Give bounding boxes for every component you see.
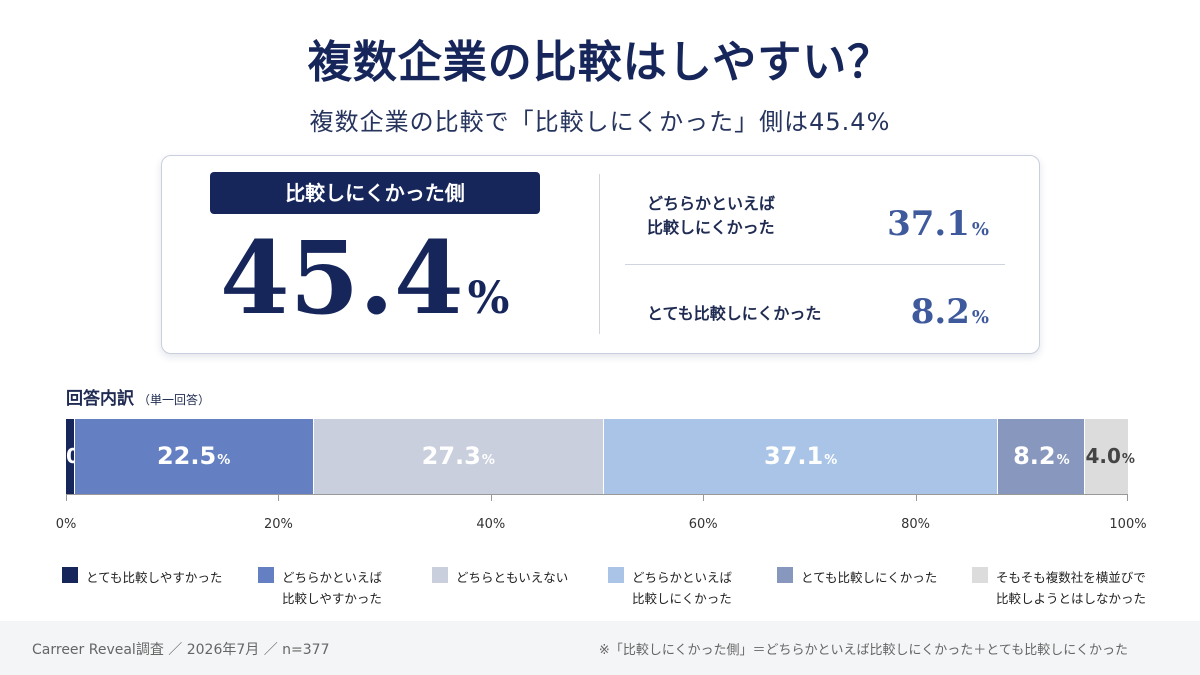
- legend-label-6-line2: 比較しようとはしなかった: [996, 591, 1147, 606]
- bar-segment-4-value: 37.1: [763, 442, 824, 470]
- summary-card: 比較しにくかった側 45.4% どちらかといえば 比較しにくかった 37.1% …: [161, 155, 1040, 354]
- breakdown-section-label: 回答内訳 （単一回答）: [66, 384, 210, 409]
- legend-label-3: どちらともいえない: [456, 567, 568, 588]
- x-tick-label-2: 20%: [263, 517, 293, 532]
- x-tick-5: [915, 494, 917, 501]
- legend-label-3-line1: どちらともいえない: [456, 570, 569, 585]
- x-tick-label-1: 0%: [55, 517, 77, 532]
- bar-segment-3: 27.3%: [313, 419, 604, 494]
- breakdown-label-1-line1: どちらかといえば: [647, 194, 776, 213]
- breakdown-value-2-number: 8.2: [910, 292, 970, 332]
- x-tick-1: [66, 494, 67, 501]
- legend-swatch-4: [608, 567, 624, 583]
- page-subtitle: 複数企業の比較で「比較しにくかった」側は45.4%: [309, 108, 891, 136]
- breakdown-value-1-percent: %: [971, 219, 989, 240]
- legend-label-1-line1: とても比較しやすかった: [86, 570, 223, 585]
- x-tick-label-5: 80%: [901, 517, 931, 532]
- legend-swatch-5: [777, 567, 793, 583]
- x-tick-label-6: 100%: [1109, 517, 1147, 532]
- x-tick-label-3: 40%: [476, 517, 506, 532]
- footnote-text: ※「比較しにくかった側」＝どちらかといえば比較しにくかった＋とても比較しにくかっ…: [598, 643, 1128, 658]
- legend-label-2: どちらかといえば 比較しやすかった: [282, 567, 382, 609]
- legend-label-6-line1: そもそも複数社を横並びで: [996, 570, 1146, 585]
- legend-label-4-line1: どちらかといえば: [632, 570, 733, 585]
- breakdown-value-1-number: 37.1: [887, 204, 970, 244]
- legend-label-2-line2: 比較しやすかった: [282, 591, 382, 606]
- summary-total-percent: %: [467, 273, 510, 324]
- legend-swatch-6: [972, 567, 988, 583]
- bar-segment-5: 8.2%: [998, 419, 1086, 494]
- bar-segment-5-value: 8.2: [1013, 442, 1056, 470]
- breakdown-value-1: 37.1%: [887, 204, 989, 244]
- bar-segment-4: 37.1%: [603, 419, 999, 494]
- x-tick-3: [490, 494, 492, 501]
- legend-swatch-2: [258, 567, 274, 583]
- summary-horizontal-divider: [625, 264, 1005, 265]
- legend-label-2-line1: どちらかといえば: [282, 570, 383, 585]
- legend-label-5: とても比較しにくかった: [801, 567, 937, 588]
- page-title: 複数企業の比較はしやすい？: [307, 37, 893, 88]
- breakdown-value-2-percent: %: [971, 307, 989, 328]
- bar-segment-2-value: 22.5: [156, 442, 217, 470]
- summary-total-value: 45.4: [220, 219, 464, 337]
- legend-swatch-1: [62, 567, 78, 583]
- bar-segment-6-percent: %: [1121, 452, 1135, 467]
- bar-segment-6: 4.0%: [1085, 419, 1135, 494]
- x-tick-6: [1127, 494, 1128, 501]
- bar-segment-3-value: 27.3: [421, 442, 481, 470]
- breakdown-section-note: （単一回答）: [138, 393, 211, 407]
- bar-segment-6-value: 4.0: [1085, 444, 1121, 468]
- breakdown-label-1-line2: 比較しにくかった: [647, 218, 775, 237]
- breakdown-section-title: 回答内訳: [66, 389, 134, 409]
- bar-segment-5-percent: %: [1056, 453, 1070, 468]
- legend-swatch-3: [432, 567, 448, 583]
- bar-segment-1: 0.8%: [66, 419, 115, 494]
- x-tick-2: [278, 494, 280, 501]
- x-axis-line: [66, 494, 1128, 495]
- x-tick-label-4: 60%: [688, 517, 718, 532]
- breakdown-value-2: 8.2%: [911, 292, 989, 332]
- x-tick-4: [703, 494, 705, 501]
- bar-segment-4-percent: %: [824, 453, 838, 468]
- source-text: Carreer Reveal調査 ／ 2026年7月 ／ n=377: [32, 642, 330, 658]
- summary-vertical-divider: [599, 174, 600, 334]
- x-axis: 0% 20% 40% 60% 80% 100%: [56, 494, 1147, 532]
- footer: Carreer Reveal調査 ／ 2026年7月 ／ n=377 ※「比較し…: [0, 621, 1200, 675]
- legend-label-4-line2: 比較しにくかった: [632, 591, 732, 606]
- breakdown-label-2: とても比較しにくかった: [647, 304, 822, 323]
- summary-badge: 比較しにくかった側: [210, 172, 540, 214]
- stacked-bar: 0.8%22.5%27.3%37.1%8.2%4.0%: [66, 419, 1135, 494]
- bar-segment-2-percent: %: [217, 453, 231, 468]
- legend-label-5-line1: とても比較しにくかった: [801, 570, 938, 585]
- summary-total: 45.4%: [220, 218, 550, 338]
- legend-label-1: とても比較しやすかった: [86, 567, 222, 588]
- bar-segment-3-percent: %: [481, 453, 495, 468]
- legend-label-4: どちらかといえば 比較しにくかった: [632, 567, 732, 609]
- legend-label-6: そもそも複数社を横並びで 比較しようとはしなかった: [996, 567, 1146, 609]
- bar-segment-2: 22.5%: [74, 419, 314, 494]
- breakdown-label-1: どちらかといえば 比較しにくかった: [647, 192, 775, 240]
